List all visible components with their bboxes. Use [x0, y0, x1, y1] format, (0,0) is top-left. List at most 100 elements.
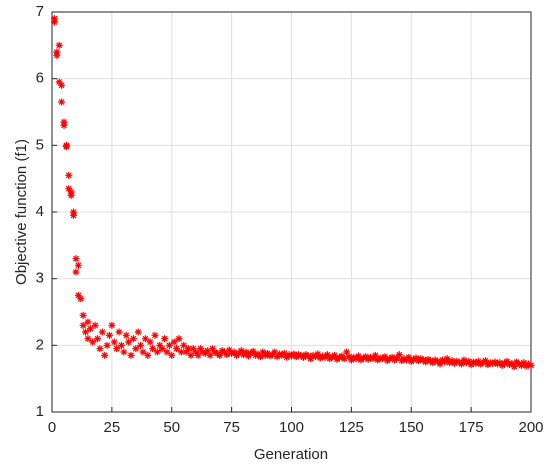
star-marker — [477, 360, 485, 368]
star-marker — [434, 357, 442, 365]
star-marker — [53, 48, 61, 56]
star-marker — [55, 41, 63, 49]
star-marker — [345, 353, 353, 361]
star-marker — [72, 255, 80, 263]
star-marker — [86, 325, 94, 333]
star-marker — [170, 338, 178, 346]
star-marker — [410, 355, 418, 363]
star-marker — [489, 359, 497, 367]
star-marker — [74, 291, 82, 299]
star-marker — [314, 350, 322, 358]
star-marker — [271, 348, 279, 356]
star-marker — [204, 347, 212, 355]
star-marker — [496, 359, 504, 367]
star-marker — [211, 348, 219, 356]
star-marker — [105, 331, 113, 339]
star-marker — [458, 360, 466, 368]
star-marker — [347, 356, 355, 364]
star-marker — [72, 268, 80, 276]
star-marker — [259, 348, 267, 356]
star-marker — [381, 353, 389, 361]
star-marker — [422, 358, 430, 366]
star-marker — [520, 359, 528, 367]
x-tick-label: 25 — [104, 419, 121, 436]
star-marker — [115, 328, 123, 336]
star-marker — [436, 360, 444, 368]
star-marker — [515, 360, 523, 368]
star-marker — [50, 15, 58, 23]
y-axis-label: Objective function (f1) — [13, 139, 30, 285]
star-marker — [141, 335, 149, 343]
star-marker — [400, 355, 408, 363]
star-marker — [156, 341, 164, 349]
x-tick-label: 50 — [163, 419, 180, 436]
star-marker — [252, 351, 260, 359]
star-marker — [65, 185, 73, 193]
star-marker — [67, 191, 75, 199]
star-marker — [165, 341, 173, 349]
star-marker — [343, 348, 351, 356]
star-marker — [60, 121, 68, 129]
star-marker — [448, 357, 456, 365]
star-marker — [371, 351, 379, 359]
star-marker — [187, 351, 195, 359]
star-marker — [70, 211, 78, 219]
star-marker — [431, 356, 439, 364]
star-marker — [129, 335, 137, 343]
star-marker — [218, 347, 226, 355]
star-marker — [340, 355, 348, 363]
star-marker — [508, 359, 516, 367]
x-axis-label: Generation — [254, 446, 328, 463]
star-marker — [412, 354, 420, 362]
star-marker — [58, 81, 66, 89]
star-marker — [369, 355, 377, 363]
star-marker — [244, 352, 252, 360]
star-marker — [268, 351, 276, 359]
star-marker — [441, 358, 449, 366]
star-marker — [108, 321, 116, 329]
star-marker — [256, 353, 264, 361]
star-marker — [208, 345, 216, 353]
x-tick-label: 200 — [518, 419, 543, 436]
star-marker — [266, 352, 274, 360]
star-marker — [185, 345, 193, 353]
star-marker — [240, 351, 248, 359]
star-marker — [173, 345, 181, 353]
star-marker — [350, 353, 358, 361]
star-marker — [285, 351, 293, 359]
star-marker — [149, 345, 157, 353]
star-marker — [79, 321, 87, 329]
star-marker — [510, 363, 518, 371]
star-marker — [127, 351, 135, 359]
star-marker — [132, 345, 140, 353]
star-marker — [493, 360, 501, 368]
star-marker — [503, 357, 511, 365]
y-tick-label: 3 — [36, 270, 44, 287]
star-marker — [462, 359, 470, 367]
x-tick-label: 125 — [339, 419, 364, 436]
star-marker — [62, 143, 70, 151]
star-marker — [74, 261, 82, 269]
star-marker — [319, 352, 327, 360]
star-marker — [58, 98, 66, 106]
x-tick-label: 150 — [399, 419, 424, 436]
y-tick-label: 1 — [36, 403, 44, 420]
star-marker — [223, 351, 231, 359]
star-marker — [139, 348, 147, 356]
star-marker — [89, 338, 97, 346]
star-marker — [249, 347, 257, 355]
star-marker — [474, 357, 482, 365]
star-marker — [309, 351, 317, 359]
star-marker — [283, 353, 291, 361]
y-tick-label: 4 — [36, 203, 44, 220]
star-marker — [388, 353, 396, 361]
star-marker — [335, 353, 343, 361]
star-marker — [331, 351, 339, 359]
star-marker — [151, 331, 159, 339]
star-marker — [125, 338, 133, 346]
star-marker — [321, 353, 329, 361]
star-marker — [395, 351, 403, 359]
star-marker — [443, 355, 451, 363]
star-marker — [307, 355, 315, 363]
